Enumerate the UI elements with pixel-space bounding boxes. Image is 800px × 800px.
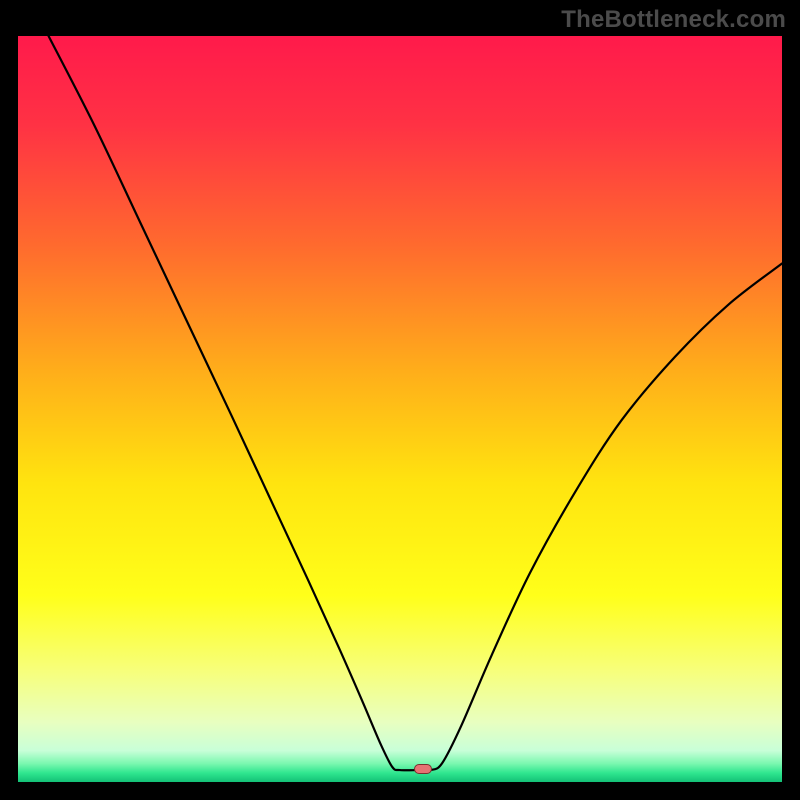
bottleneck-curve bbox=[18, 36, 782, 782]
plot-area bbox=[18, 36, 782, 782]
optimal-point-marker bbox=[414, 764, 432, 774]
chart-frame: TheBottleneck.com bbox=[0, 0, 800, 800]
watermark-text: TheBottleneck.com bbox=[561, 6, 786, 34]
